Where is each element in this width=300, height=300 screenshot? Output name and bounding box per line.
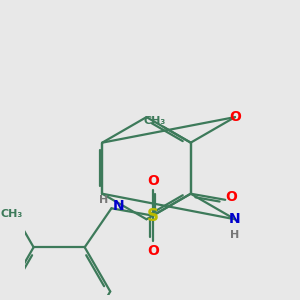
Text: H: H xyxy=(99,195,108,205)
Text: O: O xyxy=(229,110,241,124)
Text: CH₃: CH₃ xyxy=(143,116,166,126)
Text: O: O xyxy=(147,244,159,258)
Text: O: O xyxy=(225,190,237,204)
Text: H: H xyxy=(230,230,240,240)
Text: F: F xyxy=(0,282,1,296)
Text: O: O xyxy=(147,174,159,188)
Text: CH₃: CH₃ xyxy=(1,209,23,219)
Text: N: N xyxy=(229,212,241,226)
Text: S: S xyxy=(147,207,159,225)
Text: N: N xyxy=(113,199,124,213)
